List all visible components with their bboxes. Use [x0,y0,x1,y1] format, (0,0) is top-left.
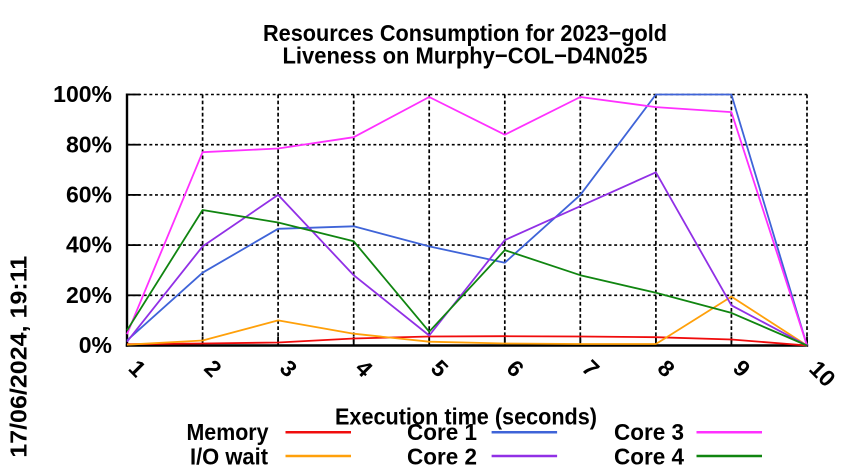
svg-text:100%: 100% [53,81,112,107]
svg-text:Resources Consumption for 2023: Resources Consumption for 2023−gold [263,20,667,46]
svg-text:Core 2: Core 2 [407,444,477,470]
svg-text:0%: 0% [79,332,112,358]
svg-text:Memory: Memory [187,419,269,445]
svg-text:Core 4: Core 4 [614,444,684,470]
svg-text:Liveness on Murphy−COL−D4N025: Liveness on Murphy−COL−D4N025 [283,43,648,69]
svg-text:20%: 20% [66,282,112,308]
svg-text:Core 1: Core 1 [407,419,477,445]
svg-text:Execution time (seconds): Execution time (seconds) [335,404,597,430]
svg-text:40%: 40% [66,232,112,258]
svg-text:17/06/2024, 19:11: 17/06/2024, 19:11 [6,256,32,458]
svg-text:Core 3: Core 3 [614,419,684,445]
svg-text:80%: 80% [66,131,112,157]
svg-text:60%: 60% [66,182,112,208]
svg-text:I/O wait: I/O wait [190,444,268,470]
